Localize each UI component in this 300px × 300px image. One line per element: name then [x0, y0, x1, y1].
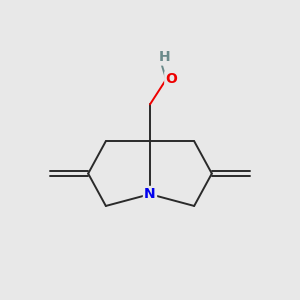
Text: O: O [166, 72, 177, 86]
Text: H: H [159, 50, 170, 64]
Text: N: N [144, 187, 156, 201]
